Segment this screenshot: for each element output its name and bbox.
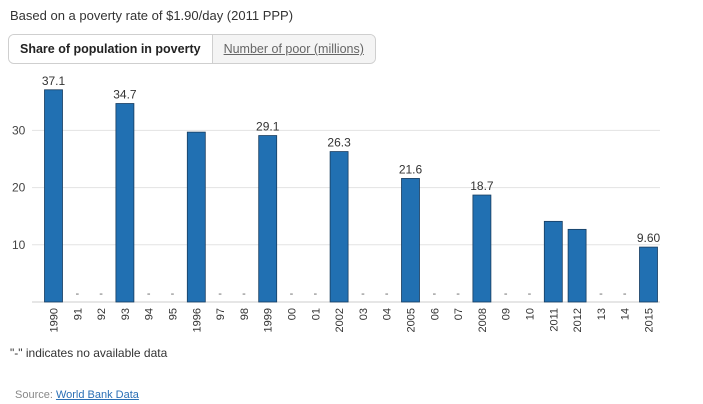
data-label-1990: 37.1 bbox=[42, 74, 66, 88]
x-tick-label-07: 07 bbox=[453, 308, 465, 320]
missing-marker-94: - bbox=[147, 288, 151, 300]
missing-marker-97: - bbox=[218, 288, 222, 300]
y-tick-label: 20 bbox=[12, 181, 26, 195]
x-tick-label-92: 92 bbox=[96, 308, 108, 320]
x-tick-label-14: 14 bbox=[620, 308, 632, 320]
chart-subtitle: Based on a poverty rate of $1.90/day (20… bbox=[10, 8, 294, 23]
missing-data-note: "-" indicates no available data bbox=[10, 346, 168, 360]
bar-93[interactable] bbox=[115, 103, 135, 303]
data-label-2005: 21.6 bbox=[399, 162, 423, 176]
missing-marker-10: - bbox=[528, 288, 532, 300]
x-tick-label-97: 97 bbox=[215, 308, 227, 320]
bar-2012[interactable] bbox=[567, 228, 587, 303]
source-line: Source: World Bank Data bbox=[15, 389, 139, 401]
data-label-2002: 26.3 bbox=[327, 136, 351, 150]
missing-marker-06: - bbox=[432, 288, 436, 300]
y-tick-label: 10 bbox=[12, 238, 26, 252]
tab-number-of-poor[interactable]: Number of poor (millions) bbox=[212, 35, 375, 63]
x-tick-label-1996: 1996 bbox=[191, 308, 203, 332]
x-tick-label-2008: 2008 bbox=[477, 308, 489, 332]
bar-2015[interactable] bbox=[639, 246, 658, 303]
bars bbox=[44, 89, 658, 303]
x-tick-label-93: 93 bbox=[120, 308, 132, 320]
missing-marker-04: - bbox=[385, 288, 389, 300]
x-tick-label-2005: 2005 bbox=[406, 308, 418, 332]
missing-marker-91: - bbox=[75, 288, 79, 300]
x-tick-label-2012: 2012 bbox=[572, 308, 584, 332]
x-tick-label-03: 03 bbox=[358, 308, 370, 320]
data-label-2015: 9.60 bbox=[637, 231, 661, 245]
missing-marker-03: - bbox=[361, 288, 365, 300]
bar-2011[interactable] bbox=[543, 220, 563, 303]
x-tick-label-09: 09 bbox=[501, 308, 513, 320]
x-tick-label-06: 06 bbox=[429, 308, 441, 320]
x-axis-tick-labels: 1990 91 92 93 94 95 1996 97 98 1999 00 01 2002 03 04 20… bbox=[49, 308, 656, 332]
x-tick-label-13: 13 bbox=[596, 308, 608, 320]
x-tick-label-1990: 1990 bbox=[49, 308, 61, 332]
x-tick-label-01: 01 bbox=[310, 308, 322, 320]
poverty-bar-chart: 10 20 30 37.1 34.7 29.1 26.3 21.6 18.7 9.60 - - - -… bbox=[12, 74, 661, 333]
x-tick-label-98: 98 bbox=[239, 308, 251, 320]
bar-1999[interactable] bbox=[258, 135, 278, 303]
missing-marker-98: - bbox=[242, 288, 246, 300]
missing-marker-00: - bbox=[290, 288, 294, 300]
metric-tabs: Share of population in poverty Number of… bbox=[8, 34, 376, 64]
bar-1996[interactable] bbox=[186, 131, 206, 303]
y-tick-label: 30 bbox=[12, 123, 26, 137]
x-tick-label-2011: 2011 bbox=[548, 308, 560, 332]
bar-2002[interactable] bbox=[329, 151, 349, 303]
y-axis-tick-labels: 10 20 30 bbox=[12, 123, 26, 251]
bar-data-labels: 37.1 34.7 29.1 26.3 21.6 18.7 9.60 bbox=[42, 74, 661, 245]
x-tick-label-95: 95 bbox=[168, 308, 180, 320]
x-tick-label-1999: 1999 bbox=[263, 308, 275, 332]
data-label-93: 34.7 bbox=[113, 88, 137, 102]
tab-share-of-population[interactable]: Share of population in poverty bbox=[9, 35, 213, 63]
x-tick-label-91: 91 bbox=[72, 308, 84, 320]
missing-marker-14: - bbox=[623, 288, 627, 300]
bar-2008[interactable] bbox=[472, 194, 492, 303]
x-tick-label-2015: 2015 bbox=[644, 308, 656, 332]
x-tick-label-00: 00 bbox=[287, 308, 299, 320]
missing-marker-13: - bbox=[599, 288, 603, 300]
missing-marker-95: - bbox=[171, 288, 175, 300]
bar-2005[interactable] bbox=[401, 178, 420, 303]
data-label-1999: 29.1 bbox=[256, 120, 280, 134]
missing-data-markers: ---------------- bbox=[75, 288, 626, 300]
missing-marker-92: - bbox=[99, 288, 103, 300]
missing-marker-01: - bbox=[313, 288, 317, 300]
missing-marker-07: - bbox=[456, 288, 460, 300]
x-tick-label-94: 94 bbox=[144, 308, 156, 320]
missing-marker-09: - bbox=[504, 288, 508, 300]
x-tick-label-04: 04 bbox=[382, 308, 394, 320]
data-label-2008: 18.7 bbox=[470, 179, 494, 193]
x-tick-label-2002: 2002 bbox=[334, 308, 346, 332]
source-prefix: Source: bbox=[15, 389, 56, 401]
bar-1990[interactable] bbox=[44, 89, 63, 303]
x-tick-label-10: 10 bbox=[525, 308, 537, 320]
source-link[interactable]: World Bank Data bbox=[55, 389, 139, 401]
